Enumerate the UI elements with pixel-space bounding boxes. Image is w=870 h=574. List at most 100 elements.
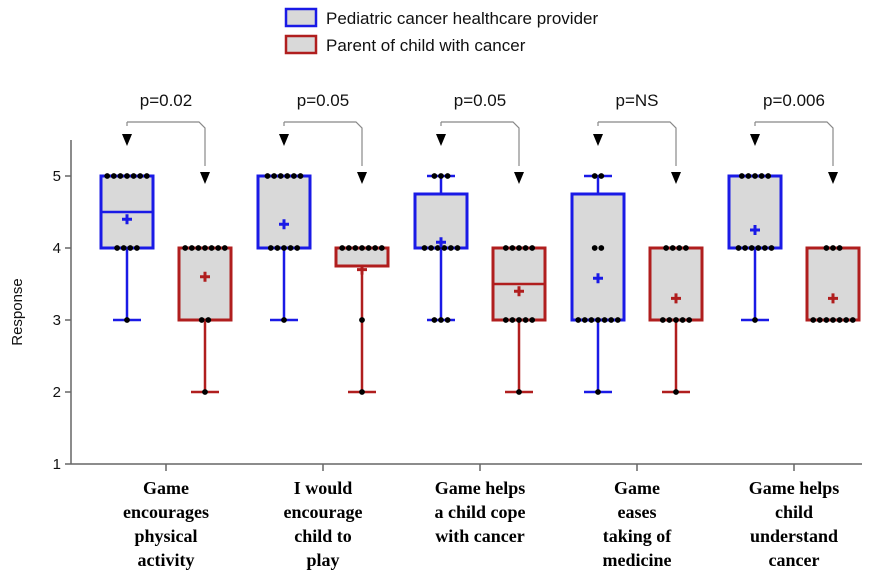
data-point: [428, 245, 434, 251]
mean-marker: [357, 264, 367, 275]
legend-label-provider: Pediatric cancer healthcare provider: [326, 9, 598, 28]
box-provider: [413, 173, 469, 323]
legend: Pediatric cancer healthcare provider Par…: [284, 7, 598, 55]
mean-marker: [593, 273, 603, 284]
category-label-line: eases: [618, 502, 657, 522]
box-provider: [99, 173, 155, 323]
data-point: [683, 245, 689, 251]
significance-bracket: p=0.05: [436, 91, 524, 184]
data-point: [509, 245, 516, 251]
category-label-line: cancer: [769, 550, 820, 570]
data-point: [104, 173, 111, 179]
category-label-line: Game: [143, 478, 189, 498]
data-point: [287, 245, 294, 251]
data-point: [758, 173, 765, 179]
data-point: [686, 317, 693, 323]
data-point: [679, 317, 686, 323]
data-point: [202, 245, 208, 251]
data-point: [205, 317, 212, 323]
p-value-label: p=NS: [616, 91, 659, 110]
legend-swatch-provider: [284, 7, 318, 28]
data-point: [359, 389, 365, 395]
arrow-head: [593, 134, 603, 146]
bracket-line: [598, 121, 677, 166]
data-point: [378, 245, 385, 251]
category-label-line: encourage: [284, 502, 363, 522]
data-point: [823, 317, 830, 323]
box-parent: [648, 245, 704, 395]
category-labels: Game encourages physical activity I would enc…: [123, 478, 839, 570]
legend-item-provider: Pediatric cancer healthcare provider: [284, 7, 598, 28]
data-point: [591, 173, 598, 179]
data-point: [591, 245, 598, 251]
data-point: [830, 317, 836, 323]
data-point: [581, 317, 588, 323]
category-label: Game eases taking of medicine: [603, 478, 673, 570]
data-point: [516, 317, 522, 323]
data-point: [359, 245, 365, 251]
data-point: [748, 245, 755, 251]
data-point: [271, 173, 277, 179]
data-point: [297, 173, 304, 179]
data-point: [762, 245, 768, 251]
arrow-head: [671, 172, 681, 184]
data-point: [735, 245, 742, 251]
data-point: [264, 173, 271, 179]
data-point: [431, 317, 438, 323]
data-point: [339, 245, 346, 251]
significance-bracket: p=0.006: [750, 91, 838, 184]
category-label: I would encourage child to play: [284, 478, 363, 570]
y-tick-label: 2: [53, 384, 61, 401]
data-point: [127, 245, 134, 251]
data-point: [434, 245, 441, 251]
legend-label-parent: Parent of child with cancer: [326, 36, 526, 55]
category-label-line: Game: [614, 478, 660, 498]
box-parent: [334, 245, 390, 395]
mean-marker: [828, 293, 838, 304]
mean-marker: [200, 271, 210, 282]
data-point: [281, 317, 287, 323]
data-point: [143, 173, 150, 179]
category-label-line: Game helps: [435, 478, 526, 498]
data-point: [522, 317, 529, 323]
data-point: [208, 245, 215, 251]
data-point: [267, 245, 274, 251]
data-point: [529, 245, 536, 251]
data-point: [345, 245, 352, 251]
bracket-line: [755, 121, 834, 166]
legend-item-parent: Parent of child with cancer: [284, 34, 526, 55]
box-parent: [805, 245, 861, 323]
data-point: [438, 173, 444, 179]
arrow-head: [828, 172, 838, 184]
category-label-line: child to: [294, 526, 352, 546]
data-point: [188, 245, 195, 251]
data-point: [130, 173, 137, 179]
data-point: [195, 245, 202, 251]
data-point: [114, 245, 120, 251]
data-point: [522, 245, 529, 251]
data-point: [444, 317, 451, 323]
data-point: [752, 173, 758, 179]
bracket-line: [441, 121, 520, 166]
data-point: [365, 245, 372, 251]
data-point: [124, 317, 130, 323]
data-point: [124, 173, 130, 179]
iqr-box: [570, 192, 626, 322]
data-point: [765, 173, 772, 179]
data-point: [823, 245, 830, 251]
data-point: [431, 173, 438, 179]
data-point: [608, 317, 615, 323]
mean-marker: [122, 214, 132, 225]
data-point: [277, 173, 284, 179]
data-point: [768, 245, 775, 251]
data-point: [202, 389, 208, 395]
data-point: [352, 245, 359, 251]
data-point: [359, 317, 365, 323]
data-point: [738, 173, 745, 179]
data-point: [742, 245, 748, 251]
data-point: [836, 317, 843, 323]
data-point: [274, 245, 281, 251]
iqr-box: [177, 246, 233, 322]
data-point: [588, 317, 595, 323]
arrow-head: [514, 172, 524, 184]
